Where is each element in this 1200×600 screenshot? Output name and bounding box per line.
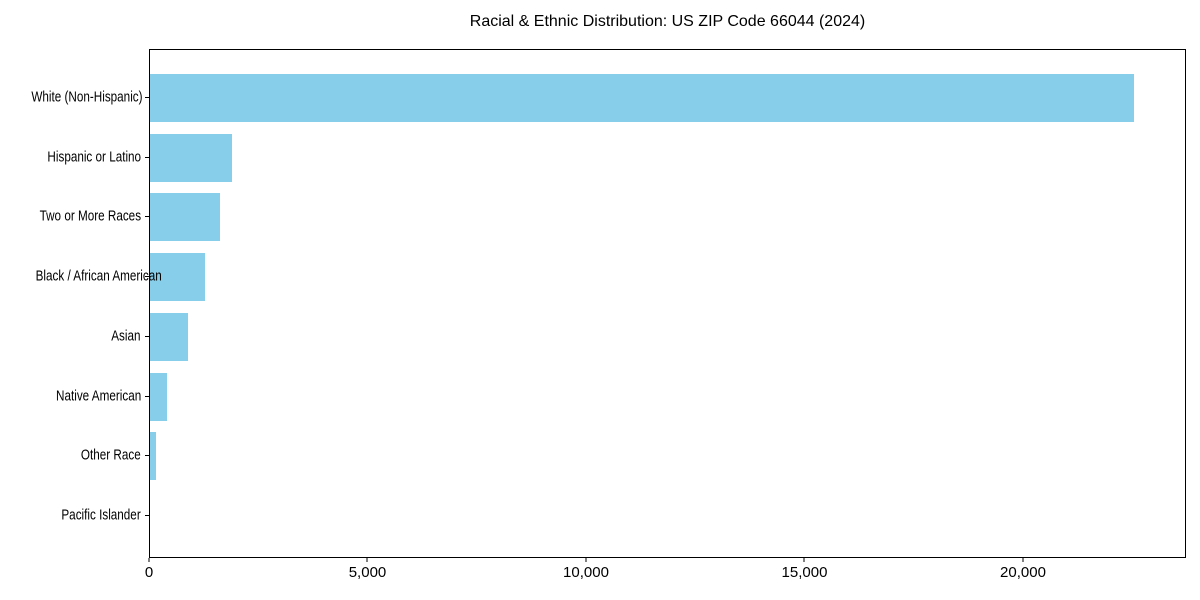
y-tick-mark — [145, 335, 149, 337]
bar — [150, 312, 188, 361]
y-axis-label: Black / African American — [0, 269, 162, 284]
chart-title: Racial & Ethnic Distribution: US ZIP Cod… — [469, 13, 866, 30]
y-tick-mark — [145, 97, 149, 98]
x-tick-label: 20,000 — [1000, 564, 1046, 581]
x-tick-mark — [366, 558, 368, 562]
y-axis-label-text: White (Non-Hispanic) — [31, 88, 143, 106]
y-axis-label-text: Native American — [55, 387, 141, 405]
y-tick-mark — [145, 395, 149, 397]
x-tick-label: 15,000 — [781, 564, 828, 581]
y-axis-label-text: Hispanic or Latino — [47, 148, 141, 166]
y-axis-label-text: Pacific Islander — [61, 506, 141, 524]
y-axis-label: Hispanic or Latino — [0, 149, 141, 164]
bar — [150, 193, 220, 242]
y-axis-label: Other Race — [0, 448, 141, 463]
x-tick-mark — [585, 558, 587, 562]
y-tick-mark — [145, 455, 149, 457]
x-axis: 0 5,000 10,000 15,000 20,000 — [145, 558, 1186, 598]
y-axis-label: Two or More Races — [0, 209, 141, 224]
x-tick-mark — [1022, 558, 1024, 562]
y-axis-label-text: Asian — [111, 327, 141, 345]
x-tick-mark — [803, 558, 805, 562]
bar — [150, 133, 232, 182]
x-tick-label: 5,000 — [348, 564, 387, 581]
bar — [150, 372, 168, 421]
y-axis-label-text: Other Race — [81, 446, 141, 464]
y-axis-label: White (Non-Hispanic) — [0, 88, 143, 106]
y-axis-label: Asian — [0, 328, 141, 343]
plot-area — [149, 49, 1186, 558]
y-axis-label: Pacific Islander — [0, 507, 141, 522]
y-tick-mark — [145, 216, 149, 218]
y-tick-mark — [145, 276, 149, 278]
y-tick-mark — [145, 156, 149, 158]
x-tick-label: 0 — [144, 564, 154, 581]
y-axis-label-text: Two or More Races — [39, 207, 141, 225]
y-axis-label-text: Black / African American — [35, 267, 162, 285]
y-axis-label: Native American — [0, 388, 141, 403]
bar — [150, 74, 1135, 122]
x-tick-label: 10,000 — [563, 564, 609, 581]
y-tick-mark — [145, 514, 149, 516]
bar — [150, 432, 156, 481]
x-tick-mark — [148, 558, 150, 562]
bar — [150, 253, 206, 302]
